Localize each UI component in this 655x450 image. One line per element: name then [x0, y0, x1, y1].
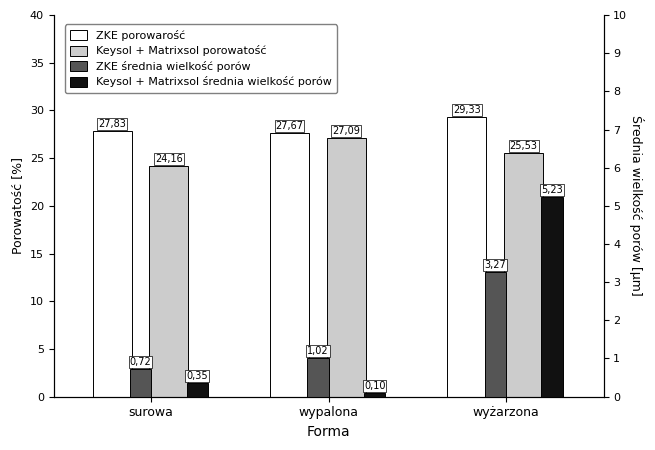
Text: 27,67: 27,67	[276, 121, 303, 131]
Text: 27,09: 27,09	[332, 126, 360, 136]
Bar	[187, 383, 208, 396]
Y-axis label: Średnia wielkość porów [μm]: Średnia wielkość porów [μm]	[629, 116, 644, 296]
Bar	[270, 133, 309, 396]
X-axis label: Forma: Forma	[307, 425, 350, 439]
Bar	[130, 369, 151, 396]
Text: 27,83: 27,83	[98, 119, 126, 129]
Text: 1,02: 1,02	[307, 346, 329, 356]
Bar	[542, 197, 563, 396]
Text: 24,16: 24,16	[155, 154, 183, 164]
Bar	[364, 393, 385, 396]
Bar	[149, 166, 189, 396]
Y-axis label: Porowatość [%]: Porowatość [%]	[11, 158, 24, 254]
Legend: ZKE porowarość, Keysol + Matrixsol porowatość, ZKE średnia wielkość porów, Keyso: ZKE porowarość, Keysol + Matrixsol porow…	[65, 24, 337, 93]
Text: 29,33: 29,33	[453, 105, 481, 115]
Text: 0,72: 0,72	[130, 357, 151, 367]
Bar	[307, 358, 329, 396]
Text: 0,35: 0,35	[187, 371, 208, 381]
Text: 5,23: 5,23	[541, 185, 563, 195]
Bar	[485, 272, 506, 396]
Bar	[504, 153, 543, 396]
Text: 3,27: 3,27	[485, 260, 506, 270]
Bar	[327, 138, 365, 396]
Text: 0,10: 0,10	[364, 381, 385, 391]
Bar	[92, 131, 132, 396]
Text: 25,53: 25,53	[510, 141, 538, 151]
Bar	[447, 117, 487, 396]
